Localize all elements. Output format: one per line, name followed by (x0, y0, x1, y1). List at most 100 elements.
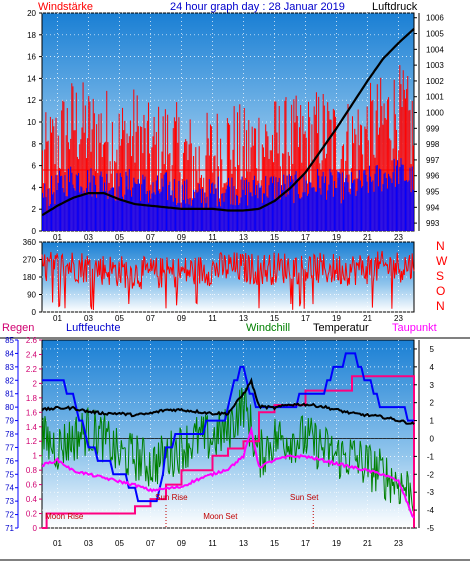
rain-tick: 1.2 (26, 437, 38, 446)
pressure-tick: 1003 (426, 61, 444, 70)
wind-speed-tick: 20 (27, 9, 36, 18)
hour-tick-p2: 03 (84, 314, 93, 323)
hour-tick-p2: 13 (239, 314, 248, 323)
humidity-tick: 80 (5, 403, 14, 412)
pressure-tick: 1006 (426, 14, 444, 23)
rain-tick: 2.4 (26, 350, 38, 359)
label-temperatur: Temperatur (313, 322, 369, 334)
humidity-tick: 83 (5, 363, 14, 372)
hour-tick-p2: 05 (115, 314, 124, 323)
wind-speed-tick: 12 (27, 96, 36, 105)
rain-tick: 2.6 (26, 336, 38, 345)
temperature-tick: -4 (427, 506, 435, 515)
humidity-tick: 81 (5, 390, 14, 399)
hour-tick-p2: 09 (177, 314, 186, 323)
hour-tick-p3: 17 (301, 539, 310, 548)
humidity-tick: 76 (5, 457, 14, 466)
hour-tick-p3: 19 (332, 539, 341, 548)
hour-tick-p1: 19 (332, 233, 341, 242)
rain-tick: 0.2 (26, 510, 38, 519)
wind-direction-line (41, 250, 415, 311)
sun-rise-label: Sun Rise (155, 493, 188, 502)
temperature-line (41, 377, 415, 425)
compass-label: N (436, 239, 445, 253)
temperature-tick: 3 (430, 381, 435, 390)
humidity-tick: 82 (5, 376, 14, 385)
compass-label: O (436, 284, 445, 298)
pressure-tick: 1001 (426, 93, 444, 102)
hour-tick-p1: 07 (146, 233, 155, 242)
humidity-tick: 73 (5, 497, 14, 506)
hour-tick-p1: 09 (177, 233, 186, 242)
panel3-plot-area (41, 339, 415, 529)
hour-tick-p2: 17 (301, 314, 310, 323)
rain-tick: 1.6 (26, 408, 38, 417)
humidity-tick: 85 (5, 336, 14, 345)
temperature-tick: 1 (430, 417, 435, 426)
hour-tick-p1: 13 (239, 233, 248, 242)
pressure-tick: 996 (426, 172, 440, 181)
wind-speed-tick: 10 (27, 118, 36, 127)
hour-tick-p3: 01 (53, 539, 62, 548)
hour-tick-p3: 07 (146, 539, 155, 548)
temperature-tick: 5 (430, 345, 435, 354)
panel1-left-title: Windstärke (38, 1, 93, 13)
pressure-tick: 998 (426, 140, 440, 149)
direction-tick: 0 (32, 308, 37, 317)
pressure-tick: 995 (426, 188, 440, 197)
rain-tick: 0.6 (26, 481, 38, 490)
temperature-tick: -2 (427, 470, 435, 479)
panel1-right-title: Luftdruck (372, 1, 418, 13)
label-luftfeuchte: Luftfeuchte (66, 322, 120, 334)
pressure-tick: 1002 (426, 77, 444, 86)
rain-tick: 1.4 (26, 423, 38, 432)
pressure-tick: 997 (426, 156, 440, 165)
hour-tick-p3: 21 (363, 539, 372, 548)
wind-speed-tick: 14 (27, 74, 36, 83)
hour-tick-p3: 23 (394, 539, 403, 548)
compass-label: N (436, 299, 445, 313)
pressure-tick: 999 (426, 124, 440, 133)
direction-tick: 180 (23, 273, 37, 282)
moon-rise-label: Moon Rise (45, 512, 84, 521)
wind-speed-tick: 16 (27, 53, 36, 62)
chart-title: 24 hour graph day : 28 Januar 2019 (170, 1, 345, 13)
pressure-tick: 1005 (426, 30, 444, 39)
hour-tick-p2: 23 (394, 314, 403, 323)
humidity-tick: 78 (5, 430, 14, 439)
wind-speed-tick: 6 (32, 162, 37, 171)
humidity-tick: 77 (5, 443, 14, 452)
compass-label: S (436, 269, 444, 283)
hour-tick-p3: 11 (208, 539, 217, 548)
rain-tick: 0.8 (26, 466, 38, 475)
label-regen: Regen (2, 322, 34, 334)
humidity-tick: 79 (5, 417, 14, 426)
temperature-tick: -3 (427, 488, 435, 497)
hour-tick-p2: 11 (208, 314, 217, 323)
hour-tick-p3: 15 (270, 539, 279, 548)
hour-tick-p1: 01 (53, 233, 62, 242)
rain-tick: 1 (33, 452, 38, 461)
humidity-tick: 71 (5, 524, 14, 533)
label-windchill: Windchill (246, 322, 290, 334)
rain-tick: 2.2 (26, 365, 38, 374)
humidity-line (42, 352, 414, 503)
label-taupunkt: Taupunkt (392, 322, 437, 334)
temperature-tick: -5 (427, 524, 435, 533)
hour-tick-p3: 03 (84, 539, 93, 548)
wind-speed-tick: 2 (32, 205, 37, 214)
rain-line (42, 375, 415, 529)
temperature-tick: -1 (427, 452, 435, 461)
wind-speed-tick: 0 (32, 227, 37, 236)
wind-speed-tick: 8 (32, 140, 37, 149)
humidity-tick: 74 (5, 484, 14, 493)
rain-tick: 0.4 (26, 495, 38, 504)
pressure-line (41, 27, 415, 217)
hour-tick-p3: 05 (115, 539, 124, 548)
hour-tick-p1: 21 (363, 233, 372, 242)
pressure-tick: 1000 (426, 109, 444, 118)
wind-speed-tick: 18 (27, 31, 36, 40)
sun-set-label: Sun Set (290, 493, 319, 502)
direction-tick: 270 (23, 256, 37, 265)
